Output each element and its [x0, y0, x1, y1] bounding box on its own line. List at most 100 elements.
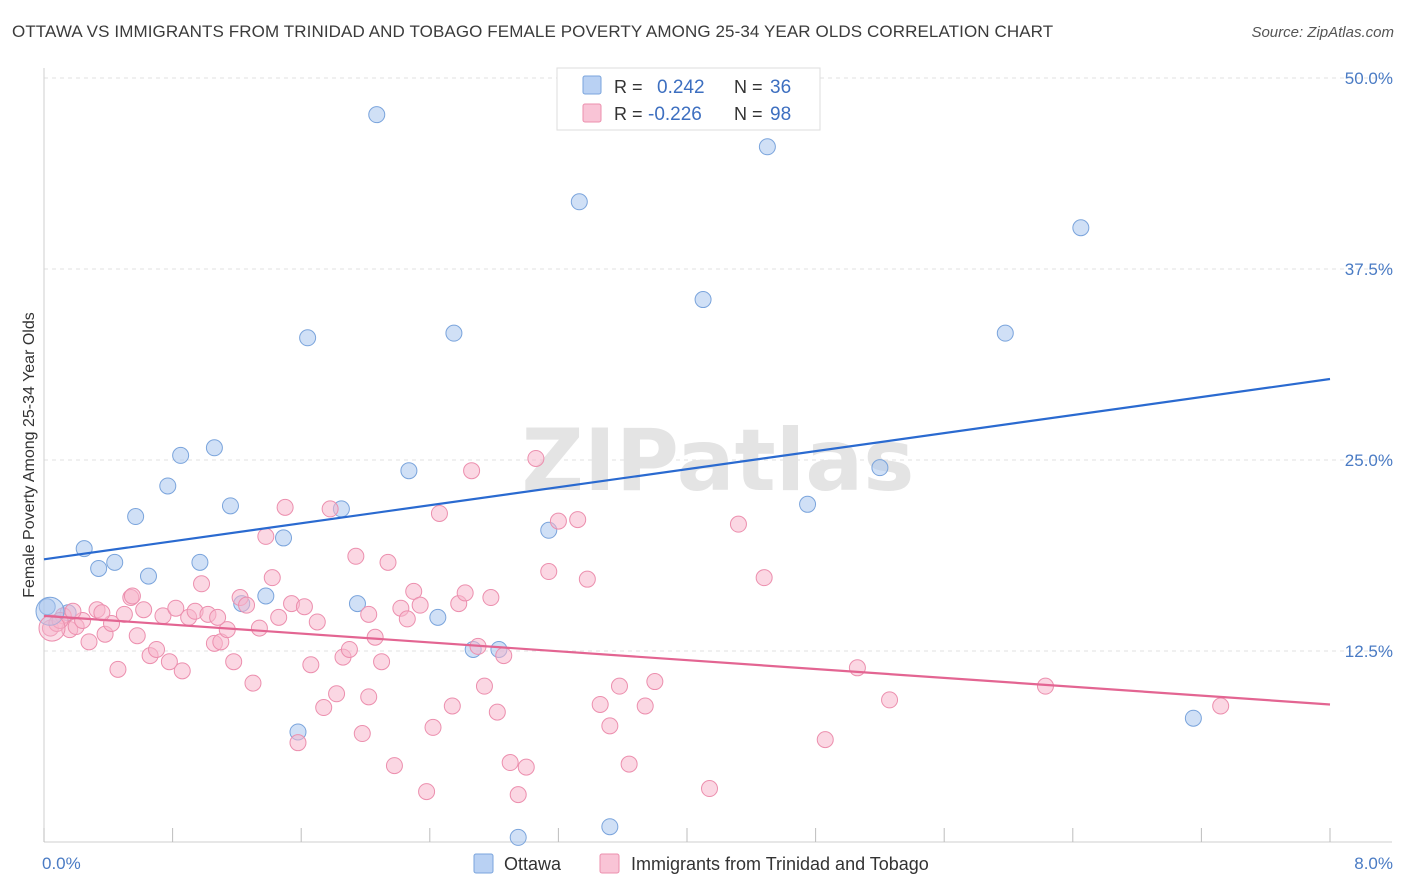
legend-swatch-ottawa — [582, 75, 602, 95]
point-s1-80 — [610, 677, 628, 695]
point-s0-27 — [570, 193, 588, 211]
grid-lines — [44, 77, 1392, 652]
point-s1-57 — [411, 596, 429, 614]
x-tick-label-0: 0.0% — [42, 854, 81, 873]
point-s1-94 — [209, 608, 227, 626]
point-s1-91 — [1212, 697, 1230, 715]
point-s1-19 — [167, 599, 185, 617]
bottom-legend-label-trinidad: Immigrants from Trinidad and Tobago — [631, 854, 929, 874]
point-s1-46 — [340, 640, 358, 658]
point-s1-95 — [360, 605, 378, 623]
point-s1-87 — [816, 731, 834, 749]
point-s1-49 — [360, 688, 378, 706]
point-s1-71 — [509, 786, 527, 804]
point-s0-9 — [191, 553, 209, 571]
y-tick-label-2: 37.5% — [1345, 260, 1393, 279]
watermark: ZIPatlas — [522, 411, 915, 511]
point-s1-48 — [353, 725, 371, 743]
point-s1-44 — [328, 685, 346, 703]
point-s0-20 — [400, 462, 418, 480]
y-axis-title: Female Poverty Among 25-34 Year Olds — [21, 312, 38, 598]
point-s1-23 — [193, 575, 211, 593]
point-s0-4 — [106, 553, 124, 571]
point-s0-13 — [257, 587, 275, 605]
point-s1-70 — [501, 754, 519, 772]
point-s1-81 — [620, 755, 638, 773]
point-s1-14 — [135, 601, 153, 619]
point-s1-93 — [123, 587, 141, 605]
y-tick-label-3: 50.0% — [1345, 69, 1393, 88]
legend-n-value-0: 36 — [770, 77, 791, 98]
point-s0-16 — [299, 329, 317, 347]
point-s1-30 — [238, 596, 256, 614]
point-s1-63 — [456, 584, 474, 602]
point-s0-5 — [127, 508, 145, 526]
point-s1-72 — [517, 758, 535, 776]
data-points — [35, 106, 1230, 846]
point-s1-36 — [276, 498, 294, 516]
point-s1-61 — [443, 697, 461, 715]
point-s0-25 — [509, 828, 527, 846]
point-s1-38 — [289, 734, 307, 752]
bottom-legend-label-ottawa: Ottawa — [504, 854, 562, 874]
point-s1-59 — [424, 718, 442, 736]
point-s0-22 — [445, 324, 463, 342]
point-s1-83 — [646, 673, 664, 691]
point-s1-66 — [475, 677, 493, 695]
trend-line-s0 — [43, 377, 1331, 561]
point-s1-55 — [398, 610, 416, 628]
point-s1-64 — [463, 462, 481, 480]
point-s1-75 — [549, 512, 567, 530]
point-s1-6 — [80, 633, 98, 651]
point-s0-21 — [429, 608, 447, 626]
point-s0-10 — [205, 439, 223, 457]
point-s1-39 — [295, 598, 313, 616]
point-s1-85 — [729, 515, 747, 533]
axes — [43, 68, 1392, 843]
point-s1-18 — [160, 653, 178, 671]
legend-r-label-0: R = — [614, 77, 643, 97]
point-s1-32 — [250, 619, 268, 637]
point-s0-14 — [275, 529, 293, 547]
point-s0-7 — [159, 477, 177, 495]
point-s0-19 — [368, 106, 386, 124]
legend-n-value-1: 98 — [770, 104, 791, 125]
point-s1-47 — [347, 547, 365, 565]
point-s1-77 — [578, 570, 596, 588]
point-s1-86 — [755, 569, 773, 587]
chart-title: OTTAWA VS IMMIGRANTS FROM TRINIDAD AND T… — [12, 22, 1054, 41]
point-s1-76 — [569, 511, 587, 529]
point-s0-31 — [799, 495, 817, 513]
point-s1-73 — [527, 449, 545, 467]
trend-lines — [43, 377, 1331, 706]
legend-n-label-1: N = — [734, 104, 763, 124]
point-s1-60 — [430, 504, 448, 522]
trend-line-s1 — [43, 614, 1331, 706]
point-s1-84 — [701, 780, 719, 798]
point-s1-31 — [244, 674, 262, 692]
point-s1-58 — [418, 783, 436, 801]
bottom-legend-swatch-trinidad — [599, 853, 620, 874]
point-s1-52 — [379, 553, 397, 571]
point-s0-18 — [348, 595, 366, 613]
point-s0-33 — [996, 324, 1014, 342]
point-s1-88 — [848, 659, 866, 677]
point-s0-6 — [139, 567, 157, 585]
point-s0-3 — [90, 559, 108, 577]
point-s1-82 — [636, 697, 654, 715]
point-s0-28 — [601, 818, 619, 836]
point-s1-20 — [173, 662, 191, 680]
y-tick-label-1: 25.0% — [1345, 451, 1393, 470]
tick-labels: 12.5% 25.0% 37.5% 50.0% 0.0% 8.0% — [42, 69, 1393, 873]
point-s1-33 — [257, 527, 275, 545]
point-s0-11 — [221, 497, 239, 515]
legend-r-value-1: -0.226 — [648, 104, 702, 125]
point-s1-74 — [540, 563, 558, 581]
point-s0-8 — [172, 446, 190, 464]
chart-source: Source: ZipAtlas.com — [1251, 24, 1394, 41]
point-s1-34 — [263, 569, 281, 587]
legend-n-label-0: N = — [734, 77, 763, 97]
point-s1-43 — [321, 500, 339, 518]
point-s0-30 — [758, 138, 776, 156]
